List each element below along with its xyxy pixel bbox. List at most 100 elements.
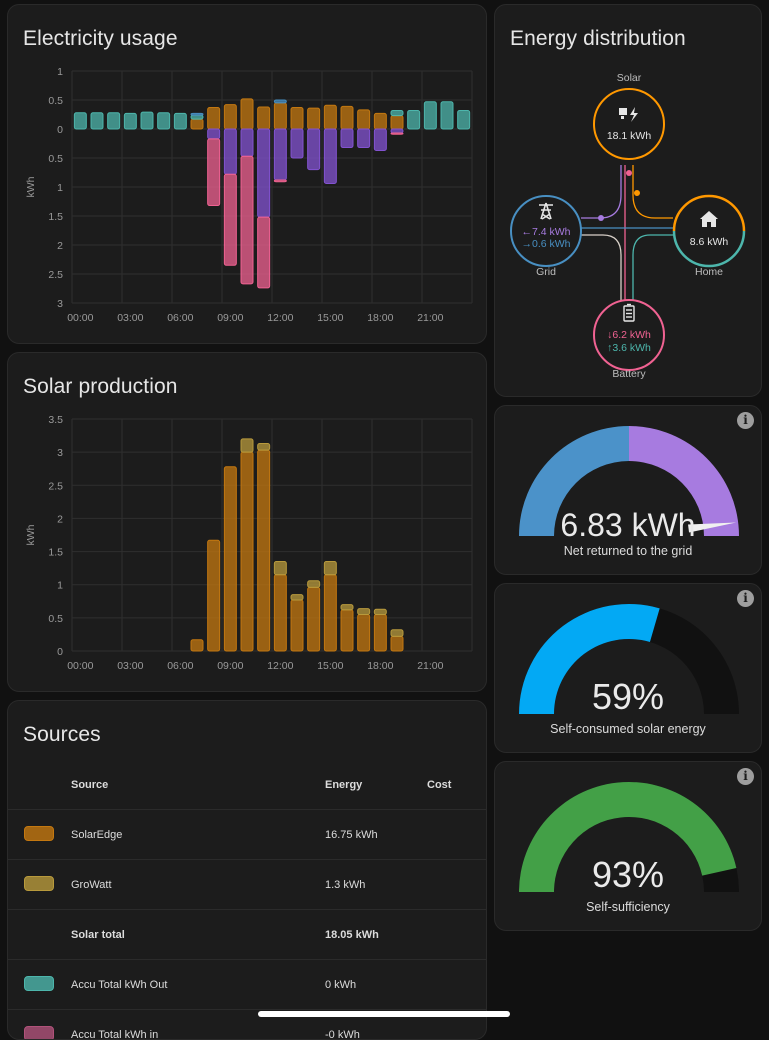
bar-solar-to-home[interactable]: [391, 116, 403, 129]
bar-solaredge[interactable]: [274, 575, 286, 651]
bar-solar-to-grid[interactable]: [341, 129, 353, 148]
bar-growatt[interactable]: [324, 562, 336, 575]
bar-battery-to-home[interactable]: [458, 110, 470, 129]
source-name: SolarEdge: [70, 810, 324, 860]
bar-solar-to-grid[interactable]: [224, 129, 236, 174]
bar-solaredge[interactable]: [224, 467, 236, 651]
bar-growatt[interactable]: [391, 630, 403, 637]
bar-solaredge[interactable]: [208, 540, 220, 651]
y-tick-label: 1: [57, 580, 63, 592]
source-energy: 1.3 kWh: [324, 860, 426, 910]
bar-solar-to-grid[interactable]: [241, 129, 253, 156]
bar-solar-to-grid[interactable]: [208, 129, 220, 139]
source-color-swatch: [24, 826, 54, 841]
bar-solar-to-battery[interactable]: [258, 217, 270, 288]
bar-battery-to-home[interactable]: [441, 102, 453, 129]
bar-solar-to-grid[interactable]: [258, 129, 270, 217]
bar-battery-to-home[interactable]: [124, 113, 136, 129]
battery-node[interactable]: ↓6.2 kWh ↑3.6 kWh: [594, 300, 664, 370]
bar-battery-to-home[interactable]: [91, 113, 103, 129]
bar-solaredge[interactable]: [308, 587, 320, 651]
bar-solar-to-grid[interactable]: [374, 129, 386, 150]
bar-growatt[interactable]: [341, 605, 353, 610]
bar-solar-to-home[interactable]: [358, 110, 370, 129]
bar-growatt[interactable]: [308, 581, 320, 588]
bar-solar-to-home[interactable]: [191, 119, 203, 129]
bar-solar-to-grid[interactable]: [274, 129, 286, 180]
bar-growatt[interactable]: [258, 444, 270, 451]
grid-consumed-value: 7.4 kWh: [532, 226, 571, 238]
bar-growatt[interactable]: [358, 609, 370, 615]
bar-battery-to-home[interactable]: [158, 113, 170, 129]
bar-solar-to-battery[interactable]: [274, 180, 286, 182]
bar-solar-to-home[interactable]: [308, 108, 320, 129]
bar-solar-to-grid[interactable]: [391, 129, 403, 133]
bar-solar-to-home[interactable]: [274, 103, 286, 129]
y-tick-label: 0: [57, 646, 63, 658]
bar-solar-to-home[interactable]: [324, 105, 336, 129]
home-indicator[interactable]: [258, 1011, 510, 1017]
source-name: Accu Total kWh Out: [70, 960, 324, 1010]
bar-solar-to-battery[interactable]: [224, 174, 236, 265]
x-tick-label: 03:00: [117, 660, 143, 672]
bar-solaredge[interactable]: [241, 452, 253, 651]
bar-battery-to-home[interactable]: [108, 113, 120, 129]
bar-growatt[interactable]: [374, 609, 386, 614]
grid-node[interactable]: ←7.4 kWh →0.6 kWh: [511, 196, 581, 266]
bar-battery-to-home[interactable]: [391, 110, 403, 115]
bar-solar-to-grid[interactable]: [358, 129, 370, 148]
bar-battery-to-home[interactable]: [74, 113, 86, 129]
bar-solar-to-home[interactable]: [224, 105, 236, 129]
bar-solar-to-home[interactable]: [241, 99, 253, 129]
info-icon[interactable]: i: [737, 412, 754, 429]
bar-solar-to-battery[interactable]: [391, 133, 403, 134]
bar-solaredge[interactable]: [374, 615, 386, 651]
bar-solaredge[interactable]: [191, 640, 203, 651]
bar-battery-to-home[interactable]: [191, 115, 203, 119]
bar-growatt[interactable]: [291, 595, 303, 600]
bar-solar-to-grid[interactable]: [308, 129, 320, 170]
header-color-column: [8, 761, 70, 810]
bar-solaredge[interactable]: [358, 615, 370, 651]
home-node[interactable]: 8.6 kWh: [674, 196, 744, 266]
bar-battery-to-home[interactable]: [174, 113, 186, 129]
bar-solar-to-grid[interactable]: [324, 129, 336, 184]
y-tick-label: 2.5: [48, 269, 63, 281]
bar-solar-to-home[interactable]: [374, 113, 386, 129]
bar-solar-to-battery[interactable]: [208, 139, 220, 206]
bar-solaredge[interactable]: [324, 575, 336, 651]
bar-grid-to-home[interactable]: [274, 100, 286, 103]
bar-solaredge[interactable]: [291, 600, 303, 651]
bar-solaredge[interactable]: [258, 450, 270, 651]
info-icon[interactable]: i: [737, 590, 754, 607]
x-tick-label: 21:00: [417, 660, 443, 672]
y-tick-label: 1.5: [48, 547, 63, 559]
bar-solar-to-home[interactable]: [258, 107, 270, 129]
bar-battery-to-home[interactable]: [141, 112, 153, 129]
bar-growatt[interactable]: [241, 439, 253, 452]
bar-solar-to-battery[interactable]: [241, 156, 253, 284]
bar-solar-to-grid[interactable]: [291, 129, 303, 158]
bar-solar-to-home[interactable]: [341, 106, 353, 129]
y-tick-label: 3.5: [48, 414, 63, 426]
bar-solar-to-home[interactable]: [208, 108, 220, 129]
bar-battery-to-home[interactable]: [424, 102, 436, 129]
y-tick-label: 0.5: [48, 613, 63, 625]
info-icon[interactable]: i: [737, 768, 754, 785]
bar-battery-to-home[interactable]: [408, 110, 420, 129]
bar-grid-to-home[interactable]: [191, 113, 203, 115]
bar-solar-to-home[interactable]: [291, 108, 303, 129]
y-tick-label: 0.5: [48, 95, 63, 107]
header-energy: Energy: [324, 761, 426, 810]
source-color-swatch: [24, 876, 54, 891]
solar-node[interactable]: 18.1 kWh: [594, 89, 664, 159]
bar-solaredge[interactable]: [391, 636, 403, 651]
y-tick-label: 2.5: [48, 480, 63, 492]
bar-solaredge[interactable]: [341, 610, 353, 651]
x-tick-label: 15:00: [317, 312, 343, 324]
bar-growatt[interactable]: [274, 562, 286, 575]
